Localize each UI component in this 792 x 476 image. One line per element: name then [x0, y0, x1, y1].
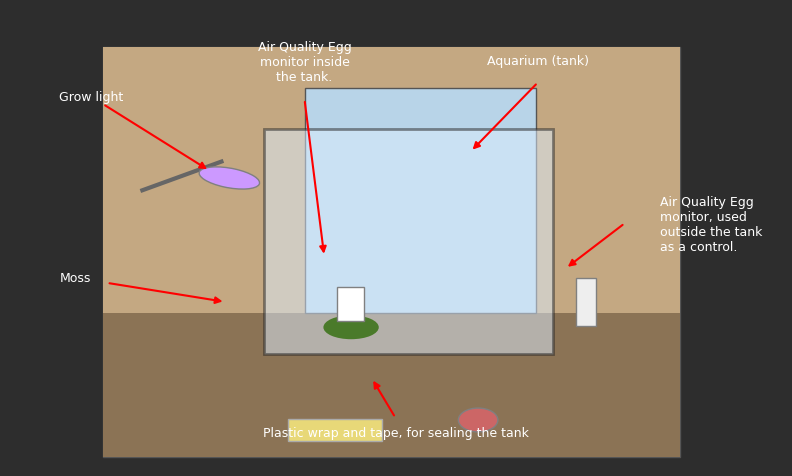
- Text: Air Quality Egg
monitor inside
the tank.: Air Quality Egg monitor inside the tank.: [257, 40, 352, 83]
- Bar: [103, 48, 680, 314]
- Text: Plastic wrap and tape, for sealing the tank: Plastic wrap and tape, for sealing the t…: [262, 426, 528, 439]
- Bar: [577, 278, 596, 326]
- Ellipse shape: [199, 168, 260, 189]
- Bar: [305, 89, 536, 314]
- Bar: [103, 314, 680, 457]
- Bar: [287, 419, 383, 441]
- Text: Moss: Moss: [59, 271, 91, 284]
- Bar: [265, 129, 553, 355]
- Ellipse shape: [323, 316, 379, 339]
- Text: Aquarium (tank): Aquarium (tank): [487, 55, 588, 68]
- Bar: [337, 288, 364, 321]
- Text: Grow light: Grow light: [59, 90, 124, 103]
- Bar: [103, 48, 680, 457]
- Circle shape: [459, 408, 498, 432]
- Text: Air Quality Egg
monitor, used
outside the tank
as a control.: Air Quality Egg monitor, used outside th…: [661, 195, 763, 253]
